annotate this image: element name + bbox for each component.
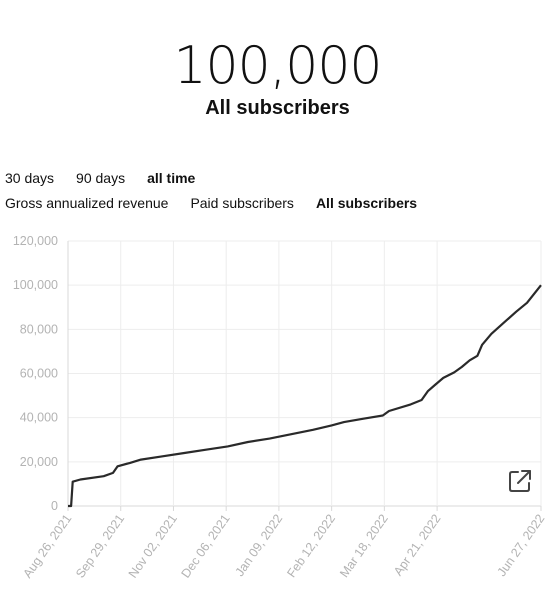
y-tick-label: 40,000 [20, 411, 58, 425]
tab-gross-annualized-revenue[interactable]: Gross annualized revenue [5, 195, 169, 211]
tab-30-days[interactable]: 30 days [5, 170, 55, 186]
x-tick-label: Nov 02, 2021 [126, 512, 180, 581]
x-tick-label: Jun 27, 2022 [495, 512, 548, 579]
x-tick-label: Sep 29, 2021 [73, 512, 127, 581]
external-link-icon [509, 470, 531, 492]
subscriber-count: 100,000 [173, 36, 382, 96]
expand-chart-button[interactable] [507, 468, 533, 494]
y-tick-label: 120,000 [13, 234, 58, 248]
metric-tabs: Gross annualized revenue Paid subscriber… [5, 195, 417, 211]
y-tick-label: 100,000 [13, 278, 58, 292]
x-tick-label: Jan 09, 2022 [232, 512, 285, 579]
x-tick-label: Apr 21, 2022 [391, 512, 444, 579]
x-tick-label: Dec 06, 2021 [179, 512, 233, 581]
time-range-tabs: 30 days 90 days all time [5, 170, 195, 186]
tab-paid-subscribers[interactable]: Paid subscribers [190, 195, 294, 211]
tab-all-time[interactable]: all time [147, 170, 196, 186]
x-tick-label: Feb 12, 2022 [284, 512, 338, 580]
tab-all-subscribers[interactable]: All subscribers [315, 195, 418, 211]
x-tick-label: Mar 18, 2022 [337, 512, 391, 580]
subscriber-count-label: All subscribers [205, 97, 350, 119]
y-tick-label: 0 [51, 499, 58, 513]
series-line [68, 284, 542, 508]
y-tick-label: 80,000 [20, 322, 58, 336]
y-tick-label: 20,000 [20, 455, 58, 469]
y-tick-label: 60,000 [20, 367, 58, 381]
x-tick-label: Aug 26, 2021 [20, 512, 74, 581]
tab-90-days[interactable]: 90 days [76, 170, 126, 186]
